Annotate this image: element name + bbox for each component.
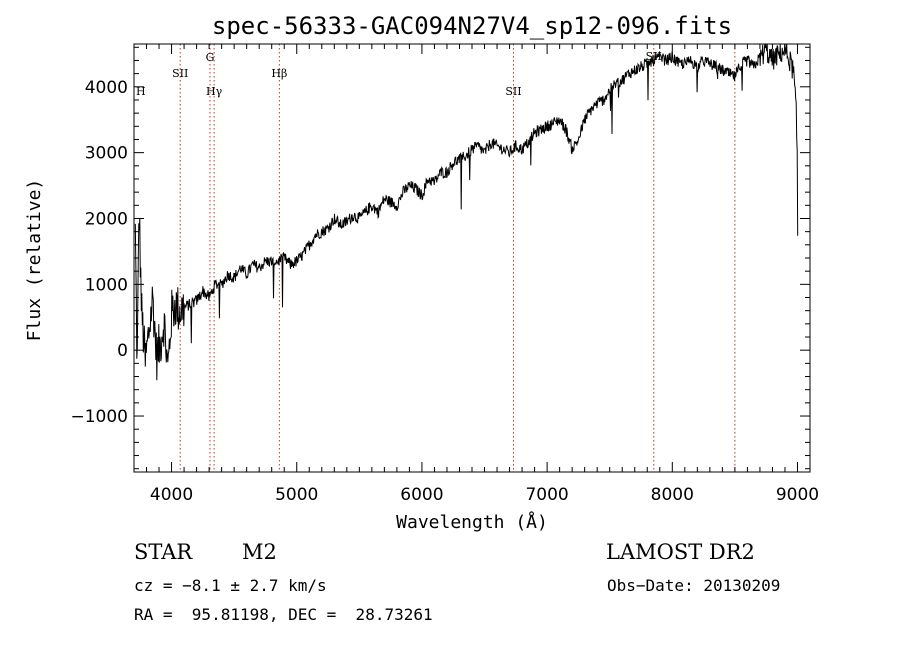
marker-label: Hβ [271,67,287,80]
x-tick-label: 5000 [275,485,318,505]
y-tick-label: 3000 [85,144,128,164]
x-tick-label: 9000 [776,485,819,505]
y-tick-label: 0 [117,341,128,361]
x-axis-label: Wavelength (Å) [396,511,548,533]
x-tick-label: 6000 [400,485,443,505]
plot-frame [133,43,811,473]
survey-release: LAMOST DR2 [606,540,755,564]
chart-title: spec-56333-GAC094N27V4_sp12-096.fits [212,12,732,40]
redshift-cz: cz = −8.1 ± 2.7 km/s [134,576,327,595]
edge-line-label: H [136,85,146,98]
marker-label: SII [646,50,662,63]
observation-date: Obs−Date: 20130209 [607,576,781,595]
y-tick-label: 2000 [85,209,128,229]
spectrum-line [134,43,799,381]
y-axis-label: Flux (relative) [24,179,45,342]
x-tick-label: 8000 [651,485,694,505]
y-tick-label: 1000 [85,275,128,295]
object-class: STAR [134,540,193,564]
spectrum-chart: 4000 5000 6000 7000 8000 9000 −1000 0 1000 2000 30… [24,12,819,533]
x-tick-label: 7000 [525,485,568,505]
y-tick-label: −1000 [70,407,128,427]
sky-coordinates: RA = 95.81198, DEC = 28.73261 [134,605,433,624]
marker-label: SII [505,85,521,98]
marker-label: SII [172,67,188,80]
marker-label: G [206,51,215,64]
object-subclass: M2 [242,540,277,564]
marker-label: Hγ [206,85,223,98]
x-tick-label: 4000 [150,485,193,505]
y-tick-label: 4000 [85,78,128,98]
